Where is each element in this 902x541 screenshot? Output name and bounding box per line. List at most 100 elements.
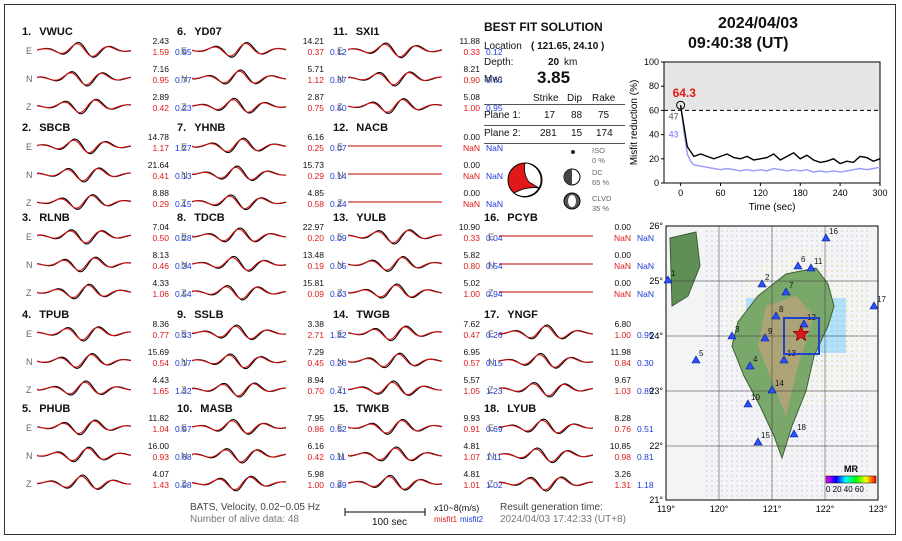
misfit1-value: 0.19: [307, 261, 324, 271]
misfit-dot: [831, 405, 833, 407]
misfit-dot: [826, 355, 828, 357]
misfit-dot: [856, 415, 858, 417]
station-number-label: 10: [751, 393, 760, 402]
misfit-dot: [811, 250, 813, 252]
clvd-label: CLVD: [592, 194, 612, 203]
misfit-dot: [856, 315, 858, 317]
misfit-dot: [756, 270, 758, 272]
misfit-dot: [856, 325, 858, 327]
amplitude-value: 5.57: [463, 375, 480, 385]
misfit-dot: [841, 245, 843, 247]
misfit-dot: [706, 470, 708, 472]
misfit-dot: [841, 460, 843, 462]
misfit-dot: [831, 430, 833, 432]
plot-frame: [663, 61, 881, 184]
misfit-dot: [756, 435, 758, 437]
misfit-dot: [816, 395, 818, 397]
misfit-dot: [761, 275, 763, 277]
amplitude-value: 4.43: [152, 375, 169, 385]
misfit-dot: [731, 380, 733, 382]
misfit-dot: [736, 400, 738, 402]
misfit-dot: [776, 470, 778, 472]
misfit-dot: [716, 400, 718, 402]
misfit-dot: [826, 415, 828, 417]
misfit-dot: [836, 435, 838, 437]
x-tick-label: 120: [753, 188, 768, 198]
misfit-dot: [821, 270, 823, 272]
misfit2-value: 0.89: [637, 386, 654, 396]
misfit-dot: [721, 350, 723, 352]
component-label: Z: [337, 479, 343, 489]
amplitude-units: x10~8(m/s): [434, 503, 480, 513]
misfit-dot: [776, 250, 778, 252]
misfit-dot: [711, 310, 713, 312]
misfit2-value: 0.26: [486, 330, 503, 340]
alive-count: Number of alive data: 48: [190, 514, 299, 525]
amplitude-value: 3.38: [307, 319, 324, 329]
misfit-dot: [806, 230, 808, 232]
amplitude-value: 11.88: [459, 36, 480, 46]
misfit-dot: [731, 450, 733, 452]
y-axis-label: Misfit reduction (%): [629, 80, 640, 166]
misfit-dot: [741, 415, 743, 417]
misfit-dot: [836, 425, 838, 427]
misfit-dot: [716, 310, 718, 312]
misfit-dot: [711, 355, 713, 357]
misfit-dot: [851, 460, 853, 462]
misfit-dot: [741, 255, 743, 257]
location-label: Location: [484, 41, 522, 52]
misfit-dot: [816, 485, 818, 487]
misfit-dot: [806, 470, 808, 472]
misfit-dot: [801, 495, 803, 497]
misfit-series-line: [679, 105, 881, 173]
misfit-dot: [716, 340, 718, 342]
misfit2-value: 0.77: [175, 75, 192, 85]
misfit-dot: [866, 340, 868, 342]
misfit-dot: [721, 400, 723, 402]
misfit-dot: [791, 245, 793, 247]
station-name: SSLB: [194, 309, 224, 321]
misfit-dot: [821, 475, 823, 477]
misfit-dot: [721, 315, 723, 317]
station-title: 11. SXI1: [333, 26, 380, 38]
misfit-dot: [831, 230, 833, 232]
misfit-dot: [806, 480, 808, 482]
misfit-dot: [851, 310, 853, 312]
misfit-dot: [721, 495, 723, 497]
misfit-dot: [846, 385, 848, 387]
misfit-dot: [726, 230, 728, 232]
misfit-dot: [831, 485, 833, 487]
misfit-dot: [736, 320, 738, 322]
misfit-dot: [716, 420, 718, 422]
misfit-dot: [816, 430, 818, 432]
misfit-dot: [731, 425, 733, 427]
misfit-dot: [786, 475, 788, 477]
misfit-dot: [856, 425, 858, 427]
misfit-dot: [776, 490, 778, 492]
misfit-dot: [856, 275, 858, 277]
misfit1-value: 0.95: [152, 75, 169, 85]
misfit1-value: 0.29: [152, 199, 169, 209]
station-number: 3.: [22, 212, 32, 224]
misfit-dot: [731, 480, 733, 482]
station-number: 9.: [177, 309, 187, 321]
misfit-dot: [726, 450, 728, 452]
misfit-dot: [706, 430, 708, 432]
misfit-dot: [846, 400, 848, 402]
station-number-label: 4: [753, 355, 758, 364]
misfit-dot: [721, 230, 723, 232]
peak-label: 64.3: [673, 86, 697, 100]
station-number-label: 15: [761, 431, 770, 440]
misfit-dot: [861, 230, 863, 232]
mw-value: 3.85: [537, 68, 571, 87]
misfit-dot: [716, 320, 718, 322]
misfit-dot: [716, 230, 718, 232]
misfit2-value: 0.04: [486, 233, 503, 243]
misfit-dot: [866, 435, 868, 437]
misfit-dot: [821, 455, 823, 457]
amplitude-value: 7.29: [307, 347, 324, 357]
misfit-dot: [741, 435, 743, 437]
component-label: N: [26, 260, 33, 270]
misfit-dot: [766, 440, 768, 442]
misfit2-value: 0.14: [330, 171, 347, 181]
